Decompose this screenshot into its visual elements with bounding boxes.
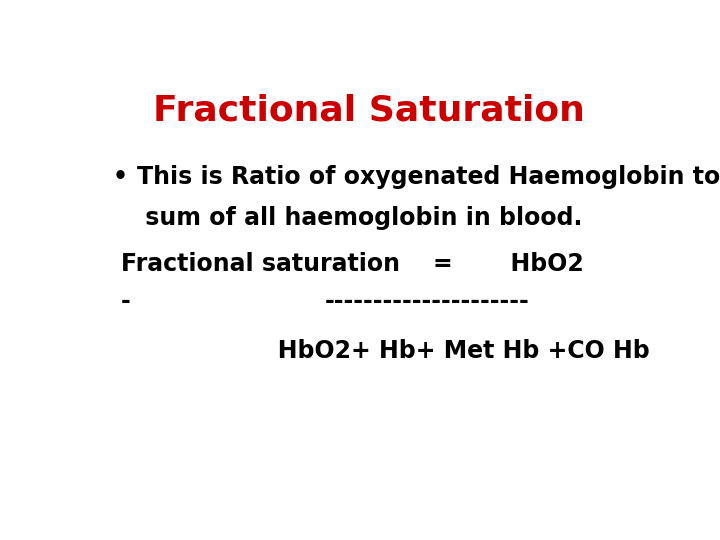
Text: Fractional Saturation: Fractional Saturation [153, 94, 585, 128]
Text: ---------------------: --------------------- [324, 289, 529, 313]
Text: HbO2+ Hb+ Met Hb +CO Hb: HbO2+ Hb+ Met Hb +CO Hb [121, 339, 649, 363]
Text: sum of all haemoglobin in blood.: sum of all haemoglobin in blood. [138, 206, 582, 230]
Text: •: • [112, 165, 127, 188]
Text: This is Ratio of oxygenated Haemoglobin to: This is Ratio of oxygenated Haemoglobin … [138, 165, 720, 188]
Text: -: - [121, 289, 130, 313]
Text: Fractional saturation    =       HbO2: Fractional saturation = HbO2 [121, 252, 583, 276]
